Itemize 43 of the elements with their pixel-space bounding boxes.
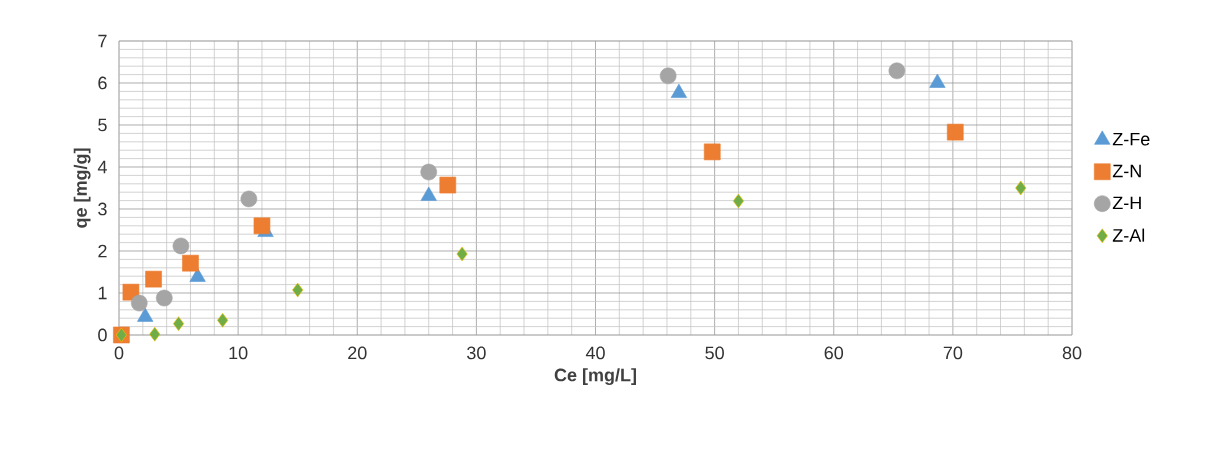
x-tick-label: 50 [705,346,724,360]
x-tick-label: 60 [824,346,844,360]
point [240,190,258,208]
point [172,237,190,255]
point [946,123,964,141]
y-tick-label: 0 [98,328,107,342]
point [292,282,304,298]
x-tick-label: 30 [467,346,486,360]
legend-label: Z-N [1112,164,1141,178]
y-tick-label: 2 [98,244,107,258]
x-tick-label: 0 [114,346,124,360]
legend-label: Z-Al [1112,228,1145,242]
point [130,294,148,312]
point [456,246,468,262]
legend-label: Z-Fe [1112,132,1150,146]
x-tick-label: 20 [348,346,367,360]
point [253,217,271,235]
point [173,316,185,331]
point [149,326,161,342]
y-tick-label: 7 [98,34,107,48]
point [155,289,173,307]
x-tick-label: 70 [943,346,963,360]
point [217,313,229,328]
y-tick-label: 5 [98,118,107,132]
y-axis-title: qe [mg/g] [73,148,91,228]
x-tick-label: 80 [1062,346,1082,360]
point [182,254,199,272]
y-tick-label: 4 [97,160,107,174]
x-tick-label: 10 [229,346,248,360]
y-tick-label: 1 [98,286,107,300]
legend-label: Z-H [1112,196,1141,210]
y-tick-label: 6 [98,76,107,90]
point [439,176,457,194]
point [659,67,677,85]
point [420,163,438,181]
point [703,143,721,161]
x-tick-label: 40 [585,346,605,360]
y-tick-label: 3 [98,202,107,216]
point [732,193,745,209]
x-axis-title: Ce [mg/L] [554,368,636,385]
point [145,270,162,288]
point [1015,180,1027,196]
point [888,62,906,80]
